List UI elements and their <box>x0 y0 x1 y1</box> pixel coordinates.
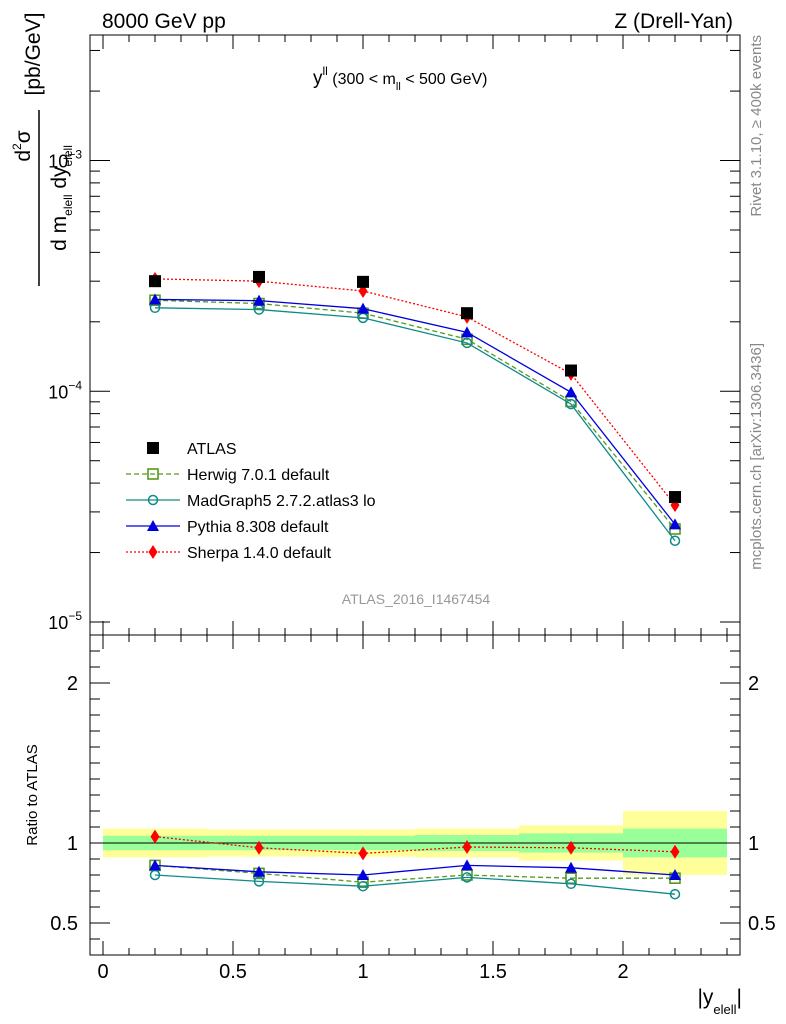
main-data-point <box>149 293 161 305</box>
main-y-tick-label: 10−5 <box>48 609 82 633</box>
legend-marker <box>147 442 159 454</box>
ratio-data-point <box>462 840 472 854</box>
main-data-point <box>461 326 473 338</box>
ratio-data-point <box>149 859 161 871</box>
ratio-y-tick-label-right: 2 <box>748 673 759 695</box>
legend-label: Pythia 8.308 default <box>187 519 329 536</box>
ratio-y-tick-label-left: 1 <box>67 833 78 855</box>
rivet-version-label: Rivet 3.1.10, ≥ 400k events <box>748 35 765 217</box>
main-data-point <box>669 491 681 504</box>
ratio-data-point <box>357 869 369 880</box>
main-data-point <box>357 302 369 314</box>
legend-label: MadGraph5 2.7.2.atlas3 lo <box>187 493 376 510</box>
svg-text:d melell dyelell: d melell dyelell <box>48 145 75 251</box>
ratio-panel-frame <box>89 634 741 956</box>
main-axis-ticks <box>90 35 740 635</box>
mcplots-label: mcplots.cern.ch [arXiv:1306.3436] <box>748 343 765 570</box>
main-data-point <box>253 294 265 306</box>
main-data-point <box>565 386 577 398</box>
ratio-data-point <box>149 869 161 881</box>
main-y-axis-label: d2σ d melell dyelell [pb/GeV] <box>10 13 75 286</box>
x-tick-label: 2 <box>617 961 628 983</box>
ratio-axis-ticks <box>90 634 740 955</box>
ratio-y-tick-label-right: 1 <box>748 833 759 855</box>
legend-label: Herwig 7.0.1 default <box>187 467 330 484</box>
legend-marker <box>148 545 158 559</box>
x-tick-label: 0.5 <box>219 961 247 983</box>
main-data-point <box>669 535 681 546</box>
ratio-data-point <box>566 840 576 855</box>
main-data-point <box>357 275 369 288</box>
ratio-data-point <box>565 878 577 890</box>
main-series-line <box>154 299 676 530</box>
main-y-tick-label: 10−4 <box>48 378 82 402</box>
ratio-series-line <box>154 864 676 876</box>
svg-text:[pb/GeV]: [pb/GeV] <box>22 13 45 96</box>
legend-label: Sherpa 1.4.0 default <box>187 545 332 562</box>
ratio-data-layer <box>149 829 681 900</box>
ratio-y-tick-label-left: 0.5 <box>50 913 78 935</box>
ratio-data-point <box>669 888 681 900</box>
ratio-data-point <box>461 872 473 883</box>
ratio-data-point <box>254 840 264 855</box>
main-series-line <box>154 298 676 525</box>
main-data-point <box>461 307 473 320</box>
ratio-data-point <box>669 869 681 880</box>
ratio-y-tick-label-right: 0.5 <box>748 913 776 935</box>
process-label: Z (Drell-Yan) <box>614 10 733 33</box>
collision-energy-label: 8000 GeV pp <box>102 10 226 33</box>
ratio-uncertainty-bands <box>90 811 740 875</box>
main-data-point <box>149 275 161 288</box>
legend-marker <box>147 494 159 506</box>
main-data-point <box>565 364 577 377</box>
ratio-data-point <box>150 829 160 844</box>
legend: ATLAS Herwig 7.0.1 default MadGraph5 2.7.2… <box>126 441 376 562</box>
ratio-tick-labels: 0.5 0.5 1 1 2 2 0 0.5 1 1.5 2 <box>50 673 776 983</box>
ratio-data-point <box>358 846 368 861</box>
ratio-data-point <box>253 876 265 887</box>
x-tick-label: 1.5 <box>479 961 507 983</box>
main-data-point <box>253 270 265 283</box>
main-data-point <box>669 518 681 530</box>
ratio-y-axis-label: Ratio to ATLAS <box>24 744 41 845</box>
legend-marker <box>147 520 159 531</box>
ratio-data-point <box>670 844 680 859</box>
analysis-tag: ATLAS_2016_I1467454 <box>342 591 491 607</box>
x-axis-label: |yelell| <box>697 986 742 1017</box>
main-data-layer <box>149 270 681 546</box>
main-plot-title: yll (300 < mll < 500 GeV) <box>313 64 487 93</box>
ratio-series-line <box>154 864 675 883</box>
svg-text:d2σ: d2σ <box>10 130 35 161</box>
x-tick-label: 0 <box>97 961 108 983</box>
main-y-tick-labels: 10−3 10−4 10−5 <box>48 148 82 633</box>
ratio-data-point <box>565 861 577 873</box>
x-tick-label: 1 <box>357 961 368 983</box>
ratio-data-point <box>357 880 369 892</box>
ratio-series-line <box>154 874 676 895</box>
main-y-tick-label: 10−3 <box>48 148 82 172</box>
ratio-data-point <box>461 859 473 871</box>
legend-marker <box>147 468 159 480</box>
main-series-line <box>154 307 676 542</box>
ratio-data-point <box>253 865 265 877</box>
ratio-series-line <box>154 835 676 855</box>
ratio-y-tick-label-left: 2 <box>67 673 78 695</box>
main-data-point <box>565 398 577 410</box>
legend-label: ATLAS <box>187 441 237 458</box>
main-data-point <box>461 337 473 349</box>
